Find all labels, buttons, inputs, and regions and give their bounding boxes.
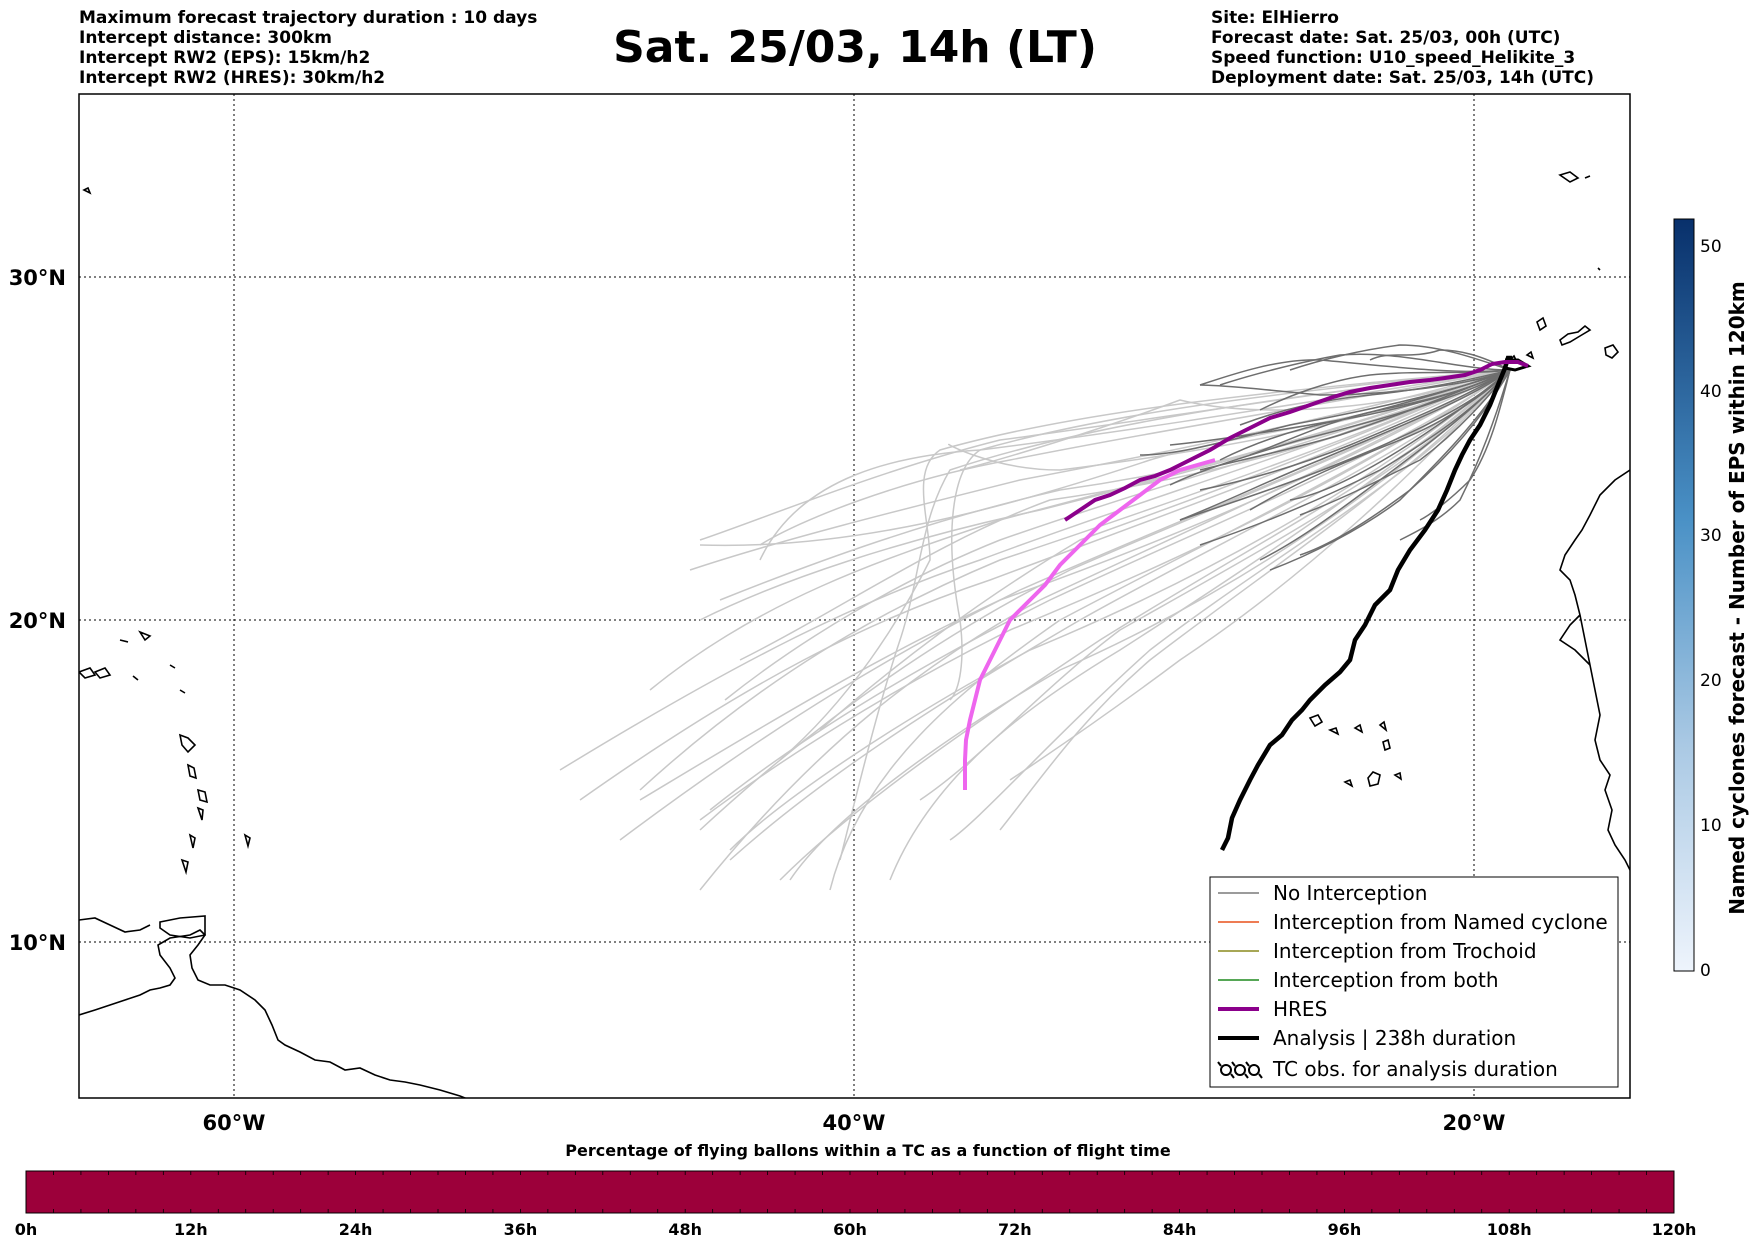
legend: No Interception Interception from Named … [1209, 876, 1619, 1088]
legend-label: Interception from Trochoid [1273, 939, 1537, 963]
colorbar-bottom-bar [25, 1170, 1675, 1214]
colorbar-bottom-tick-label: 24h [339, 1220, 373, 1239]
colorbar-bottom-title: Percentage of flying ballons within a TC… [565, 1141, 1171, 1160]
legend-label: Analysis | 238h duration [1273, 1026, 1516, 1050]
colorbar-tick-label: 30 [1700, 526, 1722, 546]
colorbar-bottom-tick-label: 12h [174, 1220, 208, 1239]
colorbar-bottom-tick-label: 36h [504, 1220, 538, 1239]
header-right-line: Speed function: U10_speed_Helikite_3 [1211, 48, 1576, 68]
colorbar-tick-label: 10 [1700, 816, 1722, 836]
colorbar-bottom: Percentage of flying ballons within a TC… [15, 1141, 1697, 1239]
lat-axis: 30°N 20°N 10°N [9, 266, 66, 955]
colorbar-bottom-tick-label: 96h [1328, 1220, 1362, 1239]
header-left-line: Intercept RW2 (EPS): 15km/h2 [79, 48, 371, 68]
header-right-line: Deployment date: Sat. 25/03, 14h (UTC) [1211, 68, 1595, 88]
legend-label: TC obs. for analysis duration [1272, 1057, 1558, 1081]
header-left-line: Intercept RW2 (HRES): 30km/h2 [79, 68, 386, 88]
eps-trajectories-dark [1139, 344, 1511, 571]
header-right: Site: ElHierro Forecast date: Sat. 25/03… [1211, 8, 1594, 88]
lat-tick-label: 10°N [9, 931, 66, 955]
colorbar-bottom-tick-label: 0h [15, 1220, 38, 1239]
legend-label: Interception from Named cyclone [1273, 910, 1608, 934]
coastline-lesser-antilles [93, 630, 251, 876]
colorbar-right: 0 10 20 30 40 50 Named cyclones forecast… [1673, 218, 1749, 981]
colorbar-tick-label: 20 [1700, 671, 1722, 691]
colorbar-bottom-tick-label: 48h [668, 1220, 702, 1239]
coastline-africa-bulge [1558, 614, 1591, 666]
cyclone-symbols-icon [1217, 1061, 1263, 1079]
colorbar-tick-label: 50 [1700, 237, 1722, 257]
coastline-cape-verde [1308, 714, 1403, 788]
lon-axis: 60°W 40°W 20°W [203, 1111, 1506, 1135]
lon-tick-label: 60°W [203, 1111, 266, 1135]
coastline-small-islands [79, 186, 1601, 679]
coastline-madeira [1558, 171, 1591, 183]
colorbar-tick-label: 40 [1700, 382, 1722, 402]
colorbar-bottom-tick-label: 72h [998, 1220, 1032, 1239]
coastline-africa [1559, 469, 1630, 871]
colorbar-right-label: Named cyclones forecast - Number of EPS … [1725, 281, 1749, 915]
colorbar-bottom-tick-label: 60h [833, 1220, 867, 1239]
map-border [78, 93, 1631, 1099]
header-left: Maximum forecast trajectory duration : 1… [79, 8, 537, 88]
lat-tick-label: 30°N [9, 266, 66, 290]
header-left-line: Intercept distance: 300km [79, 28, 332, 48]
colorbar-bottom-tick-label: 120h [1652, 1220, 1697, 1239]
coastline-south-america [79, 929, 468, 1098]
hres-track-near [1063, 360, 1529, 522]
coastline-trinidad [159, 915, 206, 939]
header-left-line: Maximum forecast trajectory duration : 1… [79, 8, 538, 28]
analysis-track [1219, 355, 1512, 852]
coastlines [79, 171, 1630, 1098]
legend-label: HRES [1273, 997, 1327, 1021]
coastline-venezuela-west [79, 917, 151, 933]
colorbar-tick-label: 0 [1700, 961, 1711, 981]
colorbar-bottom-tick-label: 84h [1163, 1220, 1197, 1239]
page-title: Sat. 25/03, 14h (LT) [613, 22, 1097, 73]
colorbar-bottom-tick-label: 108h [1487, 1220, 1532, 1239]
coastline-canary-islands [1508, 316, 1620, 364]
lat-tick-label: 20°N [9, 609, 66, 633]
hres-track-far [963, 458, 1216, 790]
legend-label: Interception from both [1273, 968, 1499, 992]
header-right-line: Site: ElHierro [1211, 8, 1339, 28]
colorbar-bottom-ticks: 0h 12h 24h 36h 48h 60h 72h 84h 96h 108h 120h [15, 1171, 1697, 1239]
lon-tick-label: 40°W [823, 1111, 886, 1135]
legend-box [1209, 876, 1619, 1088]
colorbar-right-gradient [1673, 218, 1695, 972]
lon-tick-label: 20°W [1443, 1111, 1506, 1135]
header-right-line: Forecast date: Sat. 25/03, 00h (UTC) [1211, 28, 1561, 48]
legend-label: No Interception [1273, 881, 1427, 905]
